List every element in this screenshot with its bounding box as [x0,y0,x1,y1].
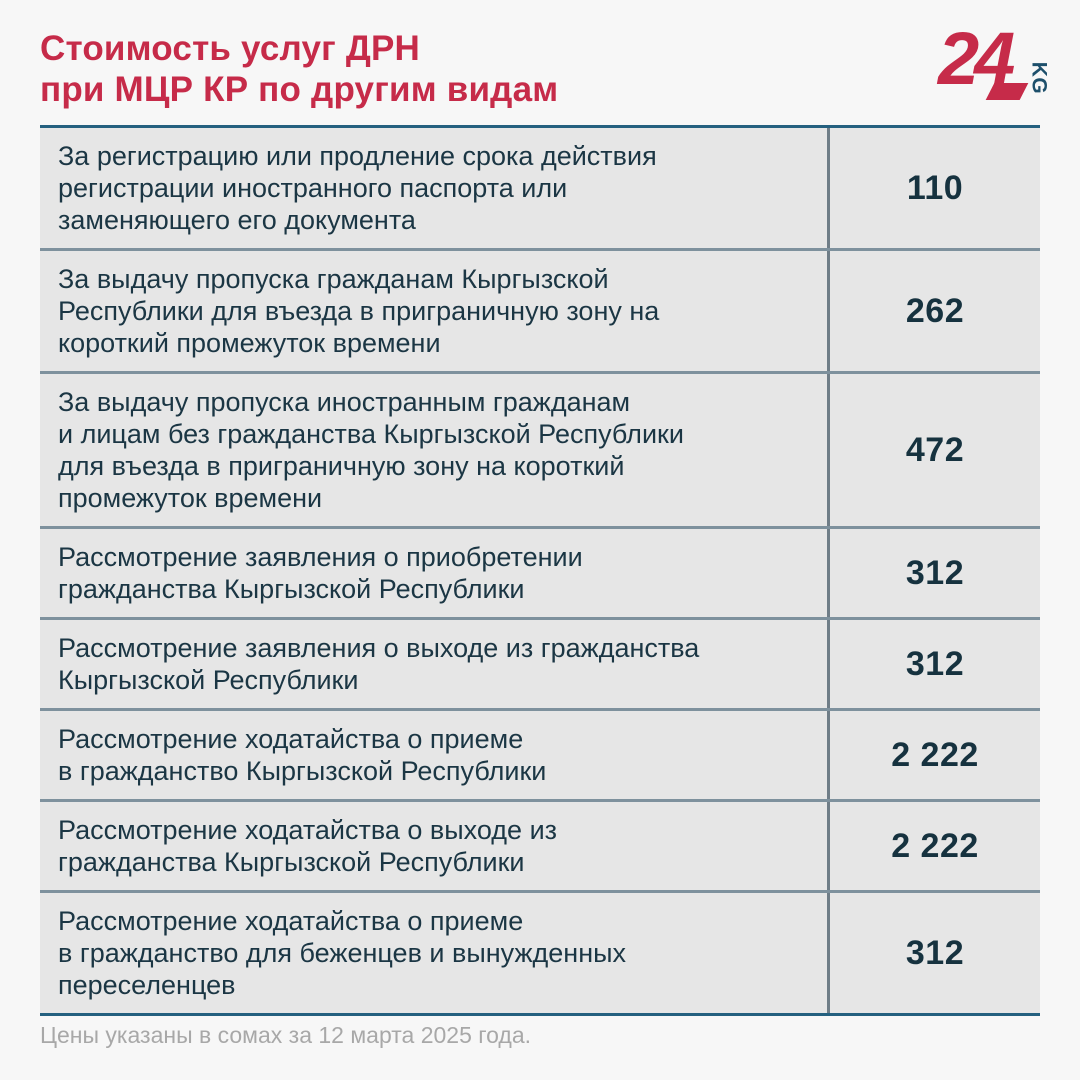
logo-slab-shape [985,83,1029,100]
service-description: За выдачу пропуска гражданам Кыргызской … [40,251,830,371]
logo-kg-text: KG [1026,61,1050,95]
table-row: За выдачу пропуска гражданам Кыргызской … [40,248,1040,371]
page-title-line2: при МЦР КР по другим видам [40,70,559,109]
table-row: За регистрацию или продление срока дейст… [40,128,1040,248]
table-row: Рассмотрение ходатайства о приеме в граж… [40,708,1040,799]
service-description: Рассмотрение ходатайства о выходе из гра… [40,802,830,890]
table-row: Рассмотрение заявления о приобретении гр… [40,526,1040,617]
service-price: 110 [906,168,964,207]
service-description: Рассмотрение ходатайства о приеме в граж… [40,893,830,1013]
service-price: 312 [905,933,965,972]
service-price: 472 [905,430,965,469]
service-description: Рассмотрение заявления о выходе из гражд… [40,620,830,708]
service-price: 262 [905,291,965,330]
service-price: 2 222 [891,735,979,774]
service-price: 312 [905,553,965,592]
footer-note: Цены указаны в сомах за 12 марта 2025 го… [40,1022,532,1048]
table-row: Рассмотрение ходатайства о выходе из гра… [40,799,1040,890]
page-title-line1: Стоимость услуг ДРН [40,29,420,68]
service-description: Рассмотрение заявления о приобретении гр… [40,529,830,617]
page-title: Стоимость услуг ДРН при МЦР КР по другим… [40,28,558,110]
service-description: Рассмотрение ходатайства о приеме в граж… [40,711,830,799]
logo-24kg: 24 KG [938,17,1050,102]
service-description: За выдачу пропуска иностранным гражданам… [40,374,830,526]
table-row: Рассмотрение ходатайства о приеме в граж… [40,890,1040,1013]
service-price: 2 222 [891,826,979,865]
table-row: За выдачу пропуска иностранным гражданам… [40,371,1040,526]
service-price: 312 [905,644,965,683]
price-table: За регистрацию или продление срока дейст… [40,125,1040,1016]
service-description: За регистрацию или продление срока дейст… [40,128,830,248]
table-row: Рассмотрение заявления о выходе из гражд… [40,617,1040,708]
